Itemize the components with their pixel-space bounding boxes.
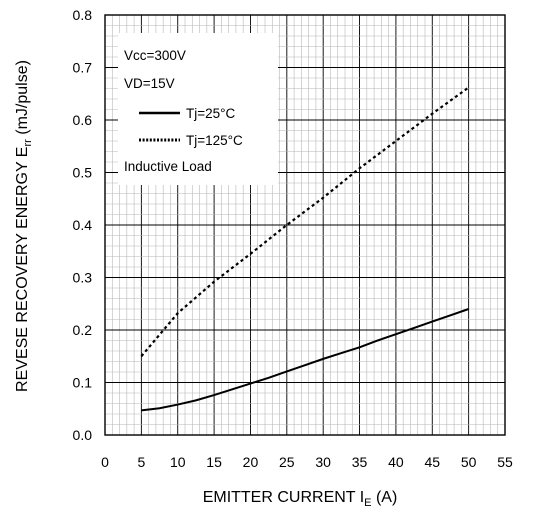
y-tick-label: 0.2 — [73, 322, 93, 338]
y-tick-label: 0.8 — [73, 7, 93, 23]
x-tick-label: 40 — [388, 454, 404, 470]
x-tick-label: 10 — [170, 454, 186, 470]
y-tick-label: 0.0 — [73, 427, 93, 443]
x-tick-label: 55 — [497, 454, 513, 470]
x-tick-label: 35 — [352, 454, 368, 470]
y-axis-title: REVESE RECOVERY ENERGY Err (mJ/pulse) — [14, 60, 34, 392]
annotation-vd: VD=15V — [124, 76, 175, 91]
series-line-tj25 — [141, 308, 469, 412]
y-tick-label: 0.3 — [73, 270, 93, 286]
y-tick-label: 0.1 — [73, 375, 93, 391]
x-tick-label: 50 — [461, 454, 477, 470]
x-tick-label: 0 — [101, 454, 109, 470]
x-tick-label: 5 — [137, 454, 145, 470]
x-tick-labels: 0 5 10 15 20 25 30 35 40 45 50 55 — [101, 454, 513, 470]
y-tick-label: 0.7 — [73, 60, 93, 76]
x-axis-title: EMITTER CURRENT IE (A) — [203, 489, 398, 508]
series-line-tj125 — [140, 86, 470, 357]
legend-label-tj25: Tj=25°C — [186, 106, 236, 121]
y-tick-label: 0.6 — [73, 112, 93, 128]
x-tick-label: 45 — [424, 454, 440, 470]
x-tick-label: 30 — [315, 454, 331, 470]
x-tick-label: 20 — [243, 454, 259, 470]
x-tick-label: 25 — [279, 454, 295, 470]
y-tick-labels: 0.0 0.1 0.2 0.3 0.4 0.5 0.6 0.7 0.8 — [73, 7, 93, 443]
y-tick-label: 0.4 — [73, 217, 93, 233]
x-tick-label: 15 — [206, 454, 222, 470]
annotation-vcc: Vcc=300V — [124, 48, 186, 63]
series-layer — [140, 86, 470, 412]
annotation-load: Inductive Load — [124, 159, 212, 174]
legend-label-tj125: Tj=125°C — [186, 133, 243, 148]
legend-box — [118, 33, 278, 185]
y-tick-label: 0.5 — [73, 165, 93, 181]
plot-frame — [104, 14, 506, 436]
